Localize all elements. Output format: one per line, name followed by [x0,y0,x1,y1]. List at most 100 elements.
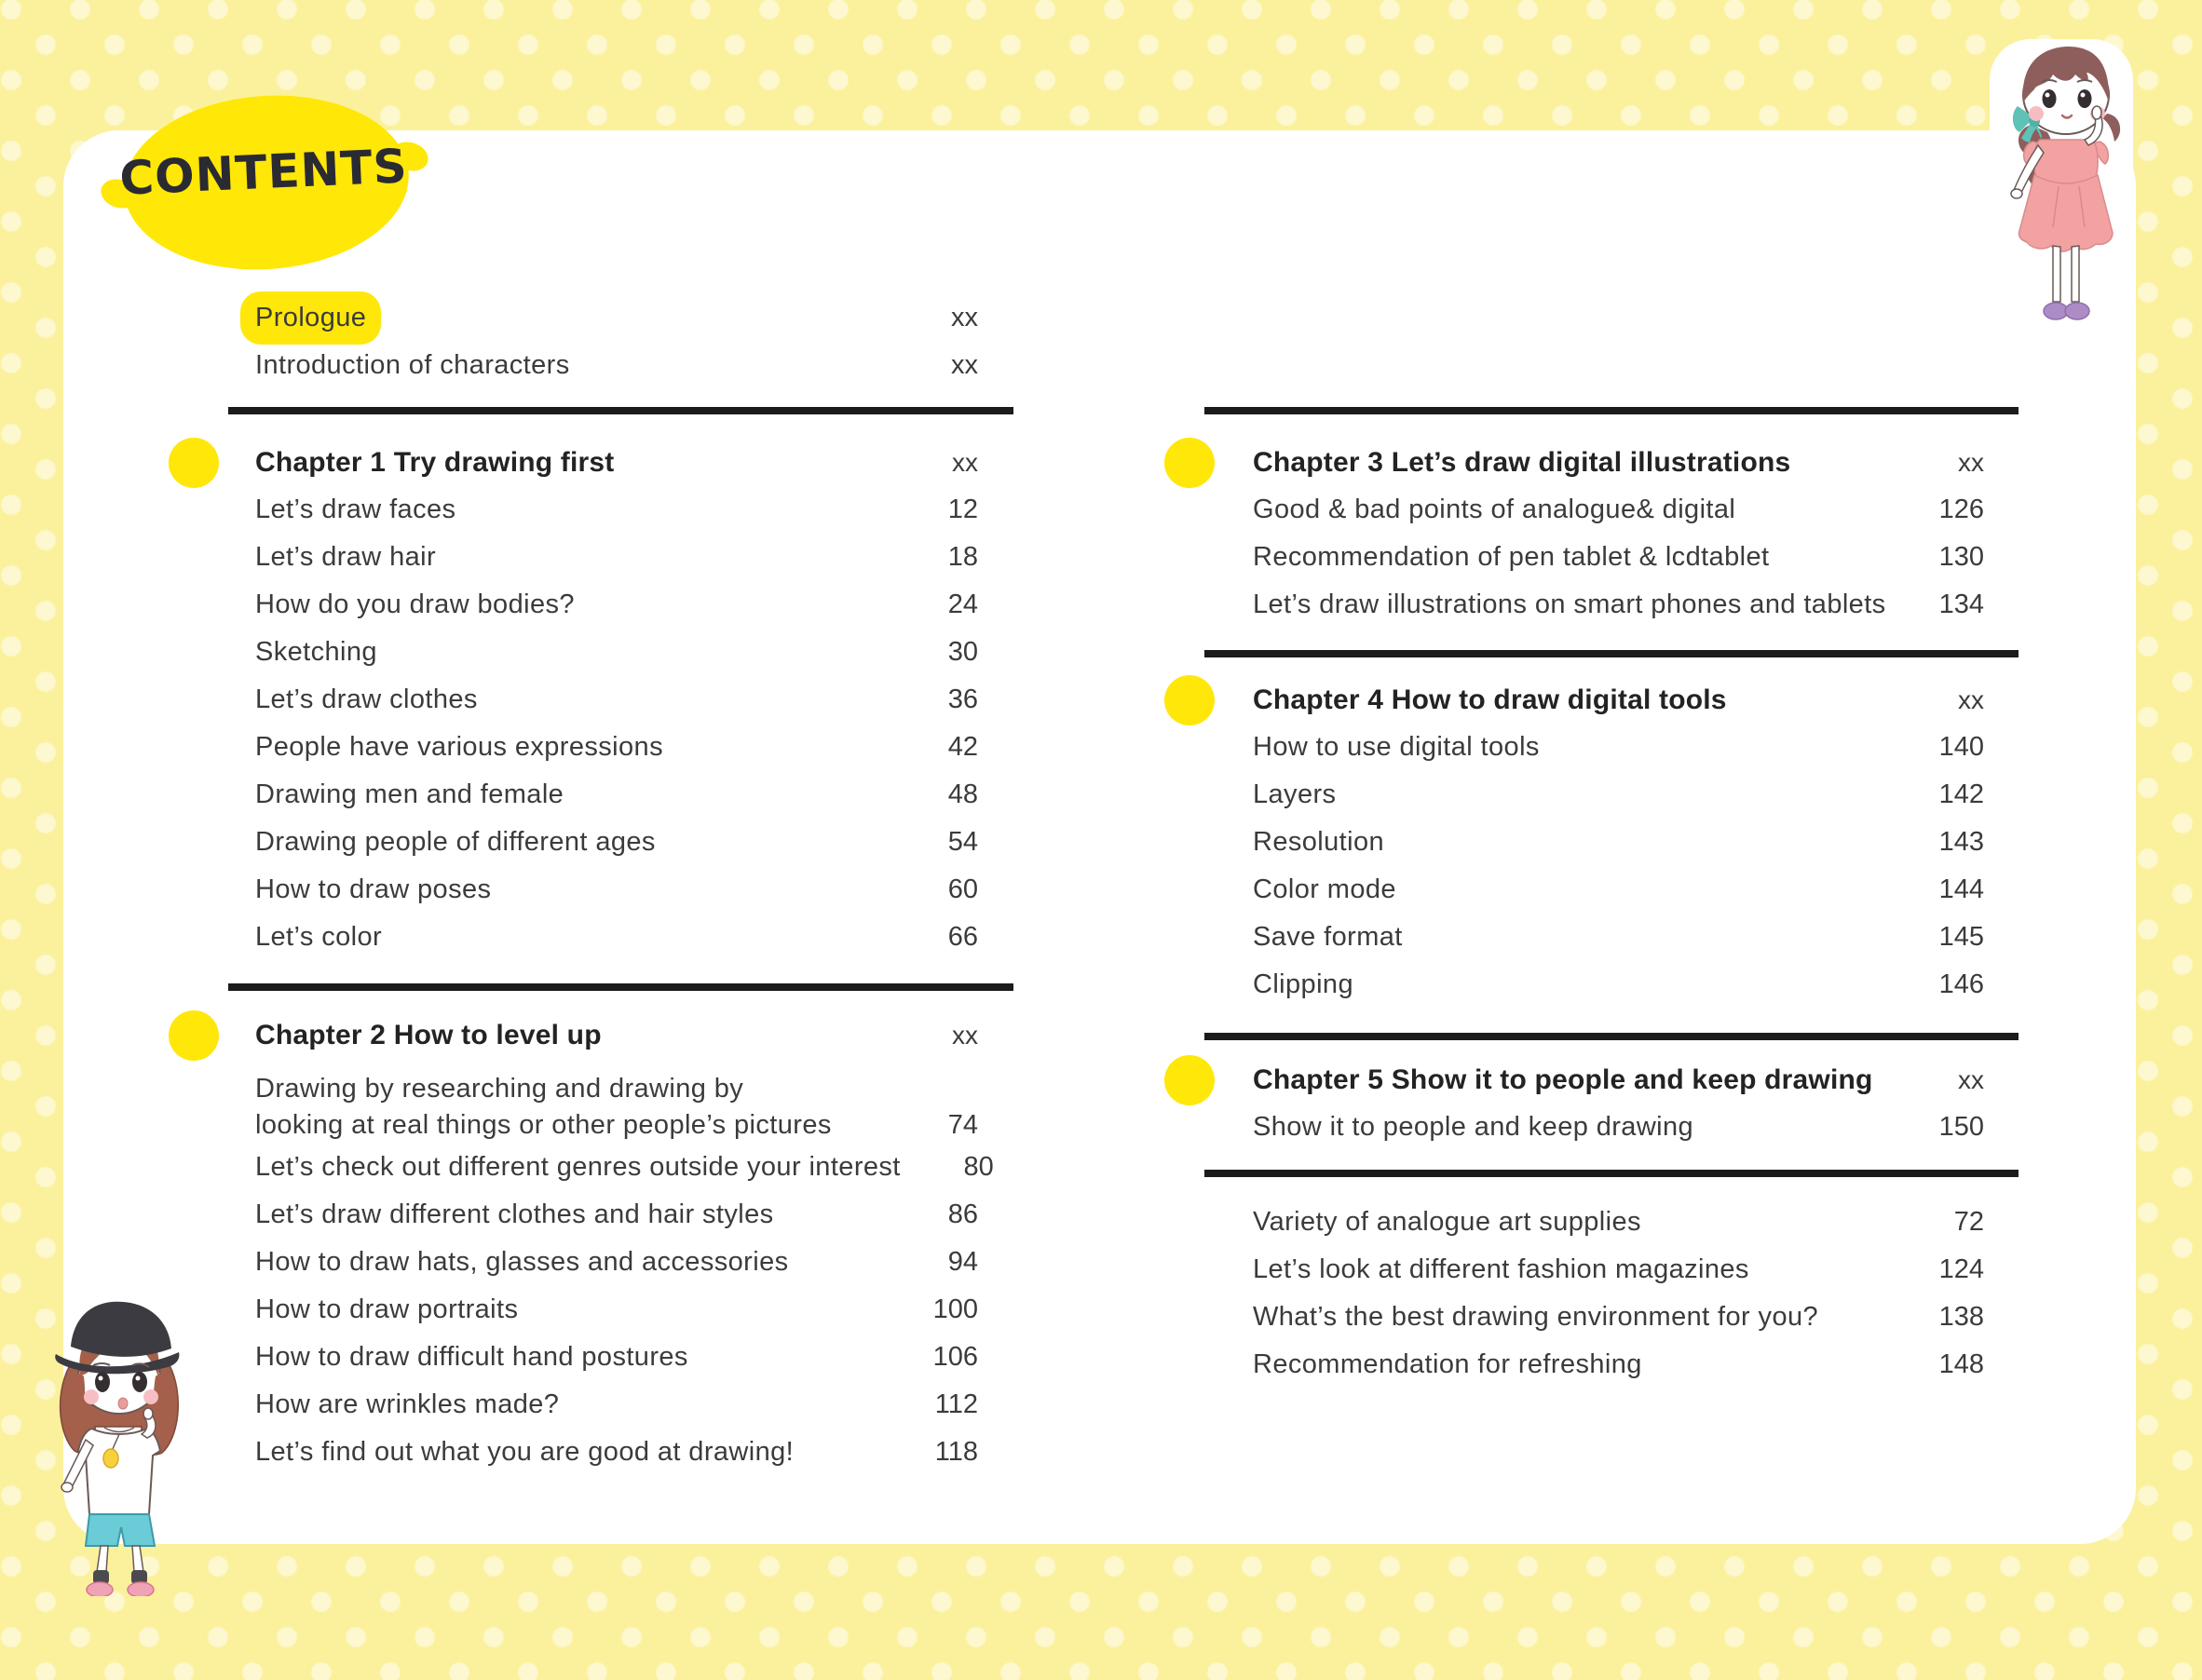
chapter-bullet [169,1010,219,1061]
separator-line [228,983,1013,991]
toc-page-number: 138 [1938,1302,1984,1332]
toc-item-label: What’s the best drawing environment for … [1253,1302,1819,1332]
toc-row: Layers 142 [1253,771,1984,819]
toc-item-label: Clipping [1253,969,1353,999]
chapter-bullet [169,438,219,488]
toc-item-label: Save format [1253,922,1403,952]
toc-section-chapter-5: Chapter 5 Show it to people and keep dra… [1253,1056,1984,1151]
toc-row: Let’s color 66 [255,914,978,961]
toc-page-number: 130 [1938,542,1984,572]
toc-row: Let’s check out different genres outside… [255,1144,994,1191]
toc-page-number: 150 [1938,1112,1984,1142]
toc-item-label: Let’s draw clothes [255,684,478,714]
toc-page-number: xx [951,303,978,332]
toc-page-number: 142 [1938,779,1984,809]
toc-page-number: 72 [1953,1207,1984,1237]
front-matter-list: Prologue xx Introduction of characters xx [240,291,978,389]
toc-chapter-row: Chapter 3 Let’s draw digital illustratio… [1253,439,1984,486]
toc-row: Let’s draw hair 18 [255,534,978,581]
toc-chapter-row: Chapter 1 Try drawing first xx [255,439,978,486]
toc-row: Let’s draw different clothes and hair st… [255,1191,978,1239]
toc-item-label: Let’s color [255,922,383,952]
toc-row: Let’s find out what you are good at draw… [255,1429,978,1476]
toc-page-number: 60 [947,874,978,904]
toc-row: Clipping 146 [1253,961,1984,1009]
toc-row: Color mode 144 [1253,866,1984,914]
toc-page-number: 86 [947,1199,978,1229]
chapter-title: Chapter 2 How to level up [255,1020,602,1050]
chapter-title: Chapter 5 Show it to people and keep dra… [1253,1064,1873,1095]
toc-page-number: 106 [932,1342,978,1372]
toc-page-number: 140 [1938,732,1984,762]
toc-page-number: 144 [1938,874,1984,904]
toc-row: What’s the best drawing environment for … [1253,1294,1984,1341]
separator-line [1204,650,2018,657]
toc-row: Let’s draw faces 12 [255,486,978,534]
toc-page-number: xx [1958,1065,1984,1094]
toc-chapter-row: Chapter 4 How to draw digital tools xx [1253,676,1984,724]
toc-item-label: Drawing men and female [255,779,564,809]
toc-item-label: People have various expressions [255,732,663,762]
toc-item-label: Recommendation for refreshing [1253,1349,1642,1379]
toc-row: Good & bad points of analogue& digital 12… [1253,486,1984,534]
toc-page-number: 80 [963,1152,994,1182]
toc-row: How to draw hats, glasses and accessorie… [255,1239,978,1286]
toc-page-number: 124 [1938,1254,1984,1284]
toc-page-number: xx [1958,448,1984,477]
toc-item-label: Recommendation of pen tablet & lcdtablet [1253,542,1770,572]
chapter-title: Chapter 1 Try drawing first [255,447,615,478]
toc-page-number: 126 [1938,495,1984,524]
toc-item-label: Prologue [240,291,382,345]
toc-page-number: 94 [947,1247,978,1277]
toc-row: People have various expressions 42 [255,724,978,771]
toc-item-label: How to draw portraits [255,1294,519,1324]
toc-item-label: Let’s look at different fashion magazine… [1253,1254,1749,1284]
toc-page-number: 134 [1938,589,1984,619]
toc-item-label: Introduction of characters [255,350,570,380]
content-sheet [63,130,2136,1544]
toc-row: How to draw poses 60 [255,866,978,914]
toc-item-label: Layers [1253,779,1337,809]
toc-item-label: Good & bad points of analogue& digital [1253,495,1736,524]
toc-row: How are wrinkles made? 112 [255,1381,978,1429]
toc-page-number: 74 [947,1110,978,1140]
toc-page-number: 42 [947,732,978,762]
chapter-title: Chapter 4 How to draw digital tools [1253,684,1727,715]
toc-page-number: 143 [1938,827,1984,857]
toc-page-number: 12 [947,495,978,524]
toc-item-label: Let’s draw different clothes and hair st… [255,1199,774,1229]
toc-row: How to draw difficult hand postures 106 [255,1334,978,1381]
chapter-bullet [1164,1055,1215,1105]
toc-item-label: Drawing by researching and drawing by lo… [255,1074,832,1140]
toc-page-number: 24 [947,589,978,619]
toc-section-chapter-1: Chapter 1 Try drawing first xx Let’s draw … [255,439,978,961]
toc-item-label: Let’s draw hair [255,542,437,572]
character-girl-pink-dress [2010,47,2121,320]
toc-item-label: How do you draw bodies? [255,589,575,619]
toc-row: Let’s look at different fashion magazine… [1253,1246,1984,1294]
toc-page-number: 148 [1938,1349,1984,1379]
toc-chapter-row: Chapter 5 Show it to people and keep dra… [1253,1056,1984,1104]
toc-row: Recommendation for refreshing 148 [1253,1341,1984,1389]
toc-row: Drawing men and female 48 [255,771,978,819]
toc-page-number: xx [951,350,978,380]
toc-section-chapter-2: Chapter 2 How to level up xx Drawing by re… [255,1011,994,1476]
toc-section-chapter-4: Chapter 4 How to draw digital tools xx How… [1253,676,1984,1009]
chapter-bullet [1164,675,1215,725]
toc-item-label: Sketching [255,637,377,667]
toc-row: Sketching 30 [255,629,978,676]
toc-row: Let’s draw clothes 36 [255,676,978,724]
toc-chapter-row: Chapter 2 How to level up xx [255,1011,978,1059]
toc-item-label: Drawing people of different ages [255,827,656,857]
toc-row: Drawing people of different ages 54 [255,819,978,866]
toc-row: Recommendation of pen tablet & lcdtablet… [1253,534,1984,581]
toc-page-number: 118 [934,1437,978,1467]
toc-row: How to use digital tools 140 [1253,724,1984,771]
separator-line [1204,407,2018,414]
toc-page-number: 112 [934,1389,978,1419]
chapter-bullet [1164,438,1215,488]
toc-section-chapter-3: Chapter 3 Let’s draw digital illustratio… [1253,439,1984,629]
toc-page-number: xx [952,448,978,477]
toc-item-label: Let’s find out what you are good at draw… [255,1437,795,1467]
